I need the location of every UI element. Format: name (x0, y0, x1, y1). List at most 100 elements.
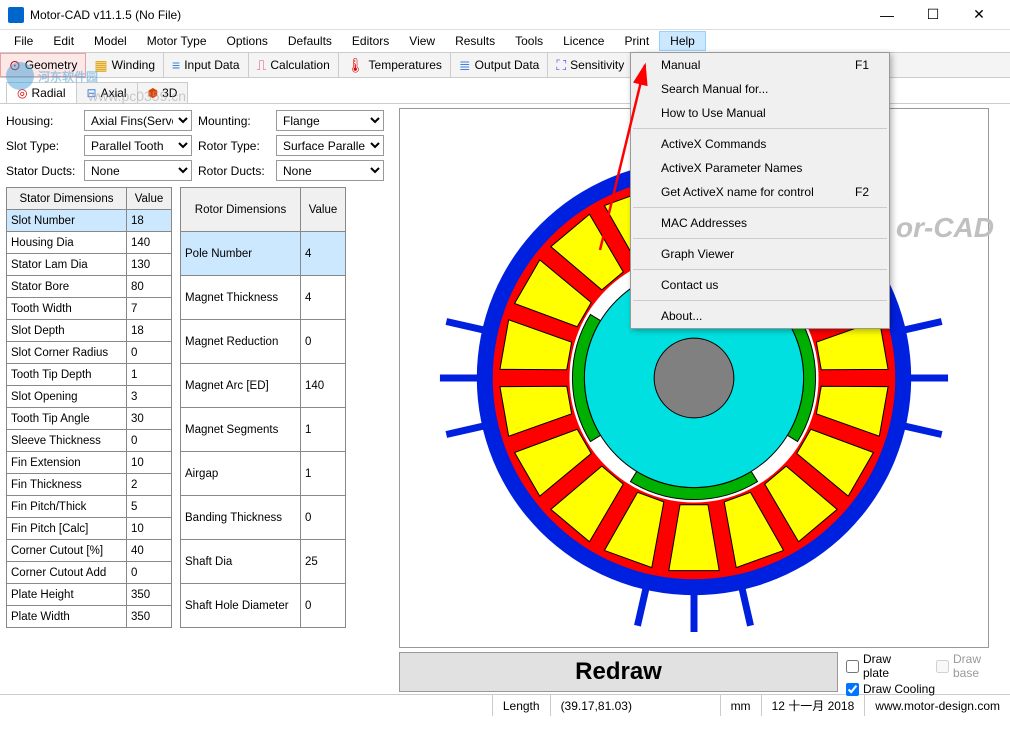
parameters-panel: Housing: Axial Fins(Servo) Mounting: Fla… (0, 104, 395, 694)
table-row[interactable]: Shaft Hole Diameter0 (181, 584, 346, 628)
status-url: www.motor-design.com (864, 695, 1010, 716)
menu-defaults[interactable]: Defaults (278, 32, 342, 50)
minimize-button[interactable]: — (864, 1, 910, 29)
table-row[interactable]: Plate Height350 (7, 584, 172, 606)
table-row[interactable]: Airgap1 (181, 452, 346, 496)
window-title: Motor-CAD v11.1.5 (No File) (30, 8, 864, 22)
rotor-type-label: Rotor Type: (198, 139, 270, 153)
housing-label: Housing: (6, 114, 78, 128)
rotor-type-select[interactable]: Surface Parallel (276, 135, 384, 156)
table-row[interactable]: Magnet Arc [ED]140 (181, 364, 346, 408)
sensitivity-icon: ⛶ (556, 57, 566, 74)
menu-options[interactable]: Options (217, 32, 278, 50)
help-menu-dropdown[interactable]: ManualF1Search Manual for...How to Use M… (630, 52, 890, 329)
help-about-[interactable]: About... (631, 304, 889, 328)
housing-select[interactable]: Axial Fins(Servo) (84, 110, 192, 131)
table-row[interactable]: Housing Dia140 (7, 232, 172, 254)
geometry-icon: ⊙ (9, 57, 21, 74)
table-row[interactable]: Stator Bore80 (7, 276, 172, 298)
slot-type-label: Slot Type: (6, 139, 78, 153)
status-date: 12 十一月 2018 (761, 695, 865, 716)
toolbar-output-data[interactable]: ≣Output Data (451, 53, 548, 77)
table-row[interactable]: Pole Number4 (181, 232, 346, 276)
help-manual[interactable]: ManualF1 (631, 53, 889, 77)
table-row[interactable]: Fin Thickness2 (7, 474, 172, 496)
table-row[interactable]: Tooth Tip Depth1 (7, 364, 172, 386)
toolbar-winding[interactable]: ▦Winding (86, 53, 164, 77)
table-row[interactable]: Shaft Dia25 (181, 540, 346, 584)
app-icon (8, 7, 24, 23)
draw-base-checkbox: Draw base (936, 652, 1006, 680)
stator-dimensions-table[interactable]: Stator DimensionsValueSlot Number18Housi… (6, 187, 172, 628)
brand-watermark: or-CAD (896, 212, 994, 244)
watermark-url: www.pc0359.cn (88, 88, 186, 104)
draw-cooling-checkbox[interactable]: Draw Cooling (846, 682, 1006, 696)
table-row[interactable]: Plate Width350 (7, 606, 172, 628)
table-row[interactable]: Magnet Segments1 (181, 408, 346, 452)
tab-radial[interactable]: ◎Radial (6, 82, 77, 103)
table-row[interactable]: Fin Extension10 (7, 452, 172, 474)
stator-ducts-label: Stator Ducts: (6, 164, 78, 178)
slot-type-select[interactable]: Parallel Tooth (84, 135, 192, 156)
input data-icon: ≡ (172, 57, 180, 73)
table-row[interactable]: Magnet Thickness4 (181, 276, 346, 320)
toolbar-calculation[interactable]: ⎍Calculation (249, 53, 339, 77)
help-graph-viewer[interactable]: Graph Viewer (631, 242, 889, 266)
table-row[interactable]: Corner Cutout [%]40 (7, 540, 172, 562)
menubar: FileEditModelMotor TypeOptionsDefaultsEd… (0, 30, 1010, 52)
status-unit: mm (720, 695, 761, 716)
stator-ducts-select[interactable]: None (84, 160, 192, 181)
menu-print[interactable]: Print (614, 32, 659, 50)
table-row[interactable]: Fin Pitch [Calc]10 (7, 518, 172, 540)
table-row[interactable]: Corner Cutout Add0 (7, 562, 172, 584)
table-row[interactable]: Slot Opening3 (7, 386, 172, 408)
menu-file[interactable]: File (4, 32, 43, 50)
table-row[interactable]: Sleeve Thickness0 (7, 430, 172, 452)
help-search-manual-for-[interactable]: Search Manual for... (631, 77, 889, 101)
menu-motor-type[interactable]: Motor Type (137, 32, 217, 50)
menu-help[interactable]: Help (659, 31, 706, 51)
toolbar-temperatures[interactable]: 🌡Temperatures (339, 53, 451, 77)
status-length: Length (492, 695, 550, 716)
toolbar-input-data[interactable]: ≡Input Data (164, 53, 249, 77)
statusbar: Length (39.17,81.03) mm 12 十一月 2018 www.… (0, 694, 1010, 716)
help-activex-parameter-names[interactable]: ActiveX Parameter Names (631, 156, 889, 180)
calculation-icon: ⎍ (257, 57, 267, 74)
help-how-to-use-manual[interactable]: How to Use Manual (631, 101, 889, 125)
close-button[interactable]: ✕ (956, 1, 1002, 29)
menu-view[interactable]: View (399, 32, 445, 50)
table-row[interactable]: Magnet Reduction0 (181, 320, 346, 364)
toolbar-sensitivity[interactable]: ⛶Sensitivity (548, 53, 633, 77)
winding-icon: ▦ (94, 57, 107, 74)
redraw-button[interactable]: Redraw (399, 652, 838, 692)
menu-editors[interactable]: Editors (342, 32, 399, 50)
temperatures-icon: 🌡 (347, 57, 365, 74)
help-activex-commands[interactable]: ActiveX Commands (631, 132, 889, 156)
help-contact-us[interactable]: Contact us (631, 273, 889, 297)
rotor-ducts-select[interactable]: None (276, 160, 384, 181)
mounting-select[interactable]: Flange (276, 110, 384, 131)
table-row[interactable]: Slot Depth18 (7, 320, 172, 342)
table-row[interactable]: Slot Corner Radius0 (7, 342, 172, 364)
draw-plate-checkbox[interactable]: Draw plate (846, 652, 916, 680)
table-row[interactable]: Tooth Tip Angle30 (7, 408, 172, 430)
menu-results[interactable]: Results (445, 32, 505, 50)
maximize-button[interactable]: ☐ (910, 1, 956, 29)
table-row[interactable]: Tooth Width7 (7, 298, 172, 320)
menu-licence[interactable]: Licence (553, 32, 614, 50)
help-mac-addresses[interactable]: MAC Addresses (631, 211, 889, 235)
table-row[interactable]: Fin Pitch/Thick5 (7, 496, 172, 518)
titlebar: Motor-CAD v11.1.5 (No File) — ☐ ✕ (0, 0, 1010, 30)
status-coords: (39.17,81.03) (550, 695, 720, 716)
rotor-ducts-label: Rotor Ducts: (198, 164, 270, 178)
help-get-activex-name-for-control[interactable]: Get ActiveX name for controlF2 (631, 180, 889, 204)
output data-icon: ≣ (459, 57, 471, 74)
menu-edit[interactable]: Edit (43, 32, 84, 50)
menu-model[interactable]: Model (84, 32, 137, 50)
toolbar-geometry[interactable]: ⊙Geometry (0, 53, 86, 77)
table-row[interactable]: Banding Thickness0 (181, 496, 346, 540)
rotor-dimensions-table[interactable]: Rotor DimensionsValuePole Number4Magnet … (180, 187, 346, 628)
table-row[interactable]: Slot Number18 (7, 210, 172, 232)
menu-tools[interactable]: Tools (505, 32, 553, 50)
table-row[interactable]: Stator Lam Dia130 (7, 254, 172, 276)
